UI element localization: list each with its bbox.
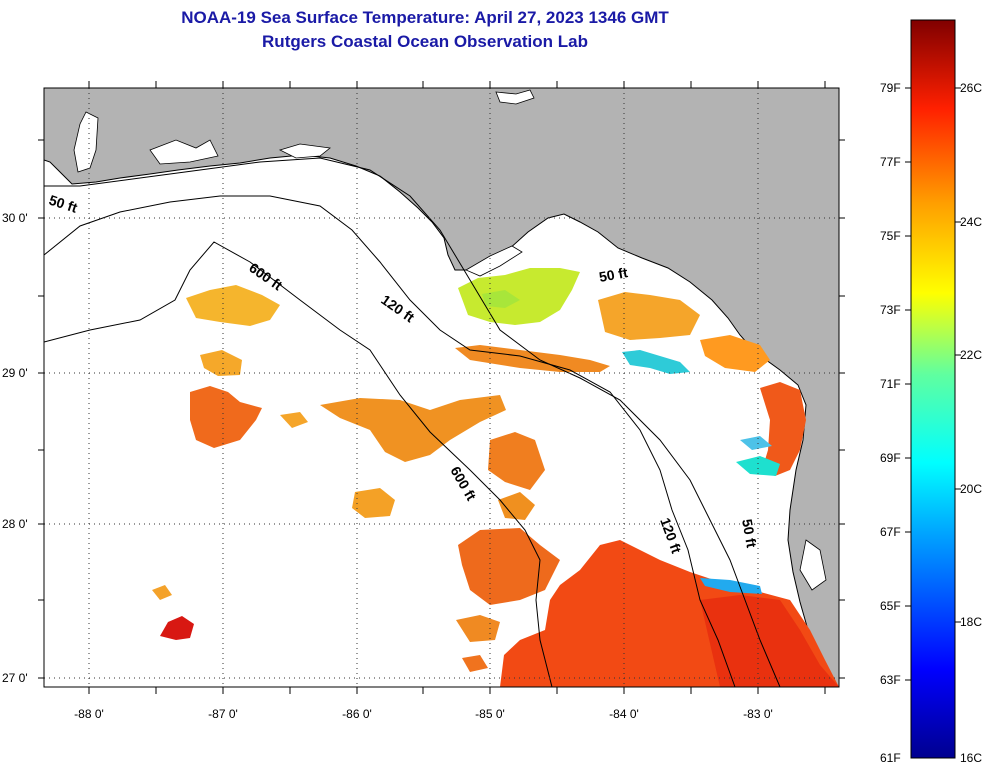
colorbar — [910, 19, 956, 759]
depth-label-50-bigbend: 50 ft — [598, 264, 629, 285]
lon-label-86: -86 0' — [342, 707, 372, 721]
lon-label-85: -85 0' — [475, 707, 505, 721]
bathymetry-contours — [44, 157, 781, 687]
lat-label-30: 30 0' — [2, 211, 28, 225]
lon-label-88: -88 0' — [74, 707, 104, 721]
sst-data-patches — [152, 268, 839, 687]
colorbar-f-79: 79F — [880, 81, 901, 95]
colorbar-ticks — [905, 87, 961, 681]
colorbar-f-67: 67F — [880, 525, 901, 539]
colorbar-f-65: 65F — [880, 599, 901, 613]
colorbar-c-22: 22C — [960, 348, 982, 362]
lat-label-29: 29 0' — [2, 366, 28, 380]
map-frame — [43, 87, 840, 688]
lat-label-27: 27 0' — [2, 671, 28, 685]
colorbar-c-18: 18C — [960, 615, 982, 629]
lon-label-83: -83 0' — [743, 707, 773, 721]
colorbar-f-63: 63F — [880, 673, 901, 687]
colorbar-f-73: 73F — [880, 303, 901, 317]
colorbar-f-69: 69F — [880, 451, 901, 465]
lon-label-84: -84 0' — [609, 707, 639, 721]
colorbar-c-24: 24C — [960, 215, 982, 229]
colorbar-f-71: 71F — [880, 377, 901, 391]
colorbar-f-75: 75F — [880, 229, 901, 243]
lon-label-87: -87 0' — [208, 707, 238, 721]
colorbar-c-26: 26C — [960, 81, 982, 95]
colorbar-c-16: 16C — [960, 751, 982, 765]
colorbar-c-20: 20C — [960, 482, 982, 496]
land-mass — [44, 88, 839, 687]
title-line-2: Rutgers Coastal Ocean Observation Lab — [262, 32, 588, 51]
colorbar-f-61: 61F — [880, 751, 901, 765]
depth-label-50-south: 50 ft — [739, 518, 760, 549]
lat-label-28: 28 0' — [2, 517, 28, 531]
colorbar-f-77: 77F — [880, 155, 901, 169]
title-line-1: NOAA-19 Sea Surface Temperature: April 2… — [181, 8, 669, 27]
frame-ticks — [38, 81, 845, 694]
